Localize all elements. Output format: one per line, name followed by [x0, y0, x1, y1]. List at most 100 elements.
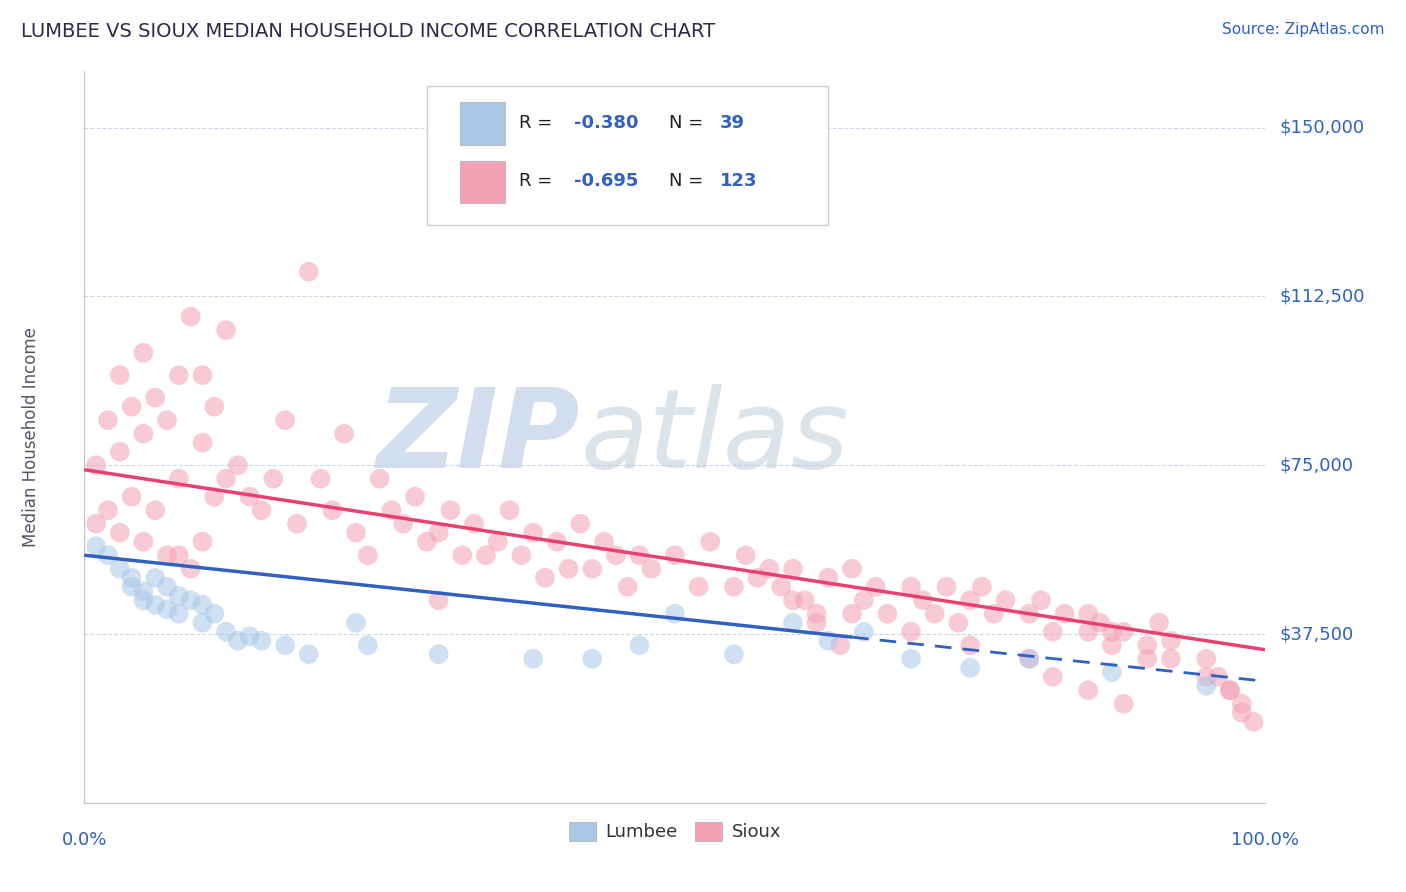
Point	[1042, 624, 1064, 639]
Point	[97, 413, 120, 427]
Point	[557, 562, 579, 576]
Point	[156, 548, 179, 562]
Point	[959, 638, 981, 652]
Point	[121, 400, 143, 414]
Text: 123: 123	[720, 172, 758, 190]
Point	[1230, 697, 1253, 711]
Text: 0.0%: 0.0%	[62, 830, 107, 848]
Point	[226, 458, 249, 473]
Point	[865, 580, 887, 594]
Point	[841, 607, 863, 621]
Text: ZIP: ZIP	[377, 384, 581, 491]
Point	[688, 580, 710, 594]
Point	[202, 400, 225, 414]
Point	[1018, 652, 1040, 666]
Point	[285, 516, 308, 531]
Point	[121, 571, 143, 585]
Point	[935, 580, 957, 594]
Point	[793, 593, 815, 607]
Point	[191, 598, 214, 612]
Point	[758, 562, 780, 576]
Point	[274, 413, 297, 427]
Point	[250, 633, 273, 648]
Point	[121, 580, 143, 594]
Point	[274, 638, 297, 652]
Text: Median Household Income: Median Household Income	[22, 327, 41, 547]
Point	[806, 607, 828, 621]
Point	[180, 593, 202, 607]
Point	[416, 534, 439, 549]
Point	[1077, 624, 1099, 639]
Point	[593, 534, 616, 549]
Point	[202, 490, 225, 504]
Point	[510, 548, 533, 562]
Text: $37,500: $37,500	[1279, 625, 1354, 643]
Point	[250, 503, 273, 517]
Point	[522, 525, 544, 540]
Point	[970, 580, 993, 594]
Point	[439, 503, 461, 517]
Text: R =: R =	[519, 113, 553, 131]
Text: N =: N =	[669, 172, 703, 190]
Point	[132, 426, 155, 441]
Point	[226, 633, 249, 648]
Point	[463, 516, 485, 531]
Point	[427, 593, 450, 607]
Point	[616, 580, 638, 594]
Point	[167, 589, 190, 603]
Point	[983, 607, 1005, 621]
Text: -0.695: -0.695	[575, 172, 638, 190]
Legend: Lumbee, Sioux: Lumbee, Sioux	[561, 814, 789, 848]
Point	[924, 607, 946, 621]
FancyBboxPatch shape	[460, 161, 505, 203]
Point	[1160, 652, 1182, 666]
Point	[1018, 652, 1040, 666]
Point	[1243, 714, 1265, 729]
Point	[1195, 652, 1218, 666]
Point	[132, 593, 155, 607]
Point	[191, 534, 214, 549]
Point	[298, 265, 321, 279]
Point	[167, 368, 190, 383]
Point	[156, 602, 179, 616]
Point	[156, 413, 179, 427]
Point	[262, 472, 284, 486]
Text: N =: N =	[669, 113, 703, 131]
Point	[628, 638, 651, 652]
Point	[180, 310, 202, 324]
Point	[380, 503, 402, 517]
Point	[817, 633, 839, 648]
Point	[392, 516, 415, 531]
Point	[900, 652, 922, 666]
Point	[121, 490, 143, 504]
Point	[132, 584, 155, 599]
Point	[1077, 683, 1099, 698]
Text: -0.380: -0.380	[575, 113, 638, 131]
Point	[581, 652, 603, 666]
Point	[817, 571, 839, 585]
Point	[84, 458, 107, 473]
FancyBboxPatch shape	[460, 102, 505, 145]
Point	[1077, 607, 1099, 621]
Point	[900, 624, 922, 639]
Point	[1018, 607, 1040, 621]
Point	[368, 472, 391, 486]
Point	[132, 345, 155, 359]
Text: LUMBEE VS SIOUX MEDIAN HOUSEHOLD INCOME CORRELATION CHART: LUMBEE VS SIOUX MEDIAN HOUSEHOLD INCOME …	[21, 22, 716, 41]
Point	[1136, 638, 1159, 652]
Point	[108, 368, 131, 383]
Point	[1112, 624, 1135, 639]
Point	[191, 615, 214, 630]
Point	[427, 525, 450, 540]
Text: atlas: atlas	[581, 384, 849, 491]
Point	[84, 539, 107, 553]
Point	[1230, 706, 1253, 720]
Text: 39: 39	[720, 113, 745, 131]
Point	[97, 548, 120, 562]
Point	[1112, 697, 1135, 711]
Text: Source: ZipAtlas.com: Source: ZipAtlas.com	[1222, 22, 1385, 37]
Point	[404, 490, 426, 504]
Point	[498, 503, 520, 517]
Text: $150,000: $150,000	[1279, 119, 1364, 136]
Point	[1219, 683, 1241, 698]
